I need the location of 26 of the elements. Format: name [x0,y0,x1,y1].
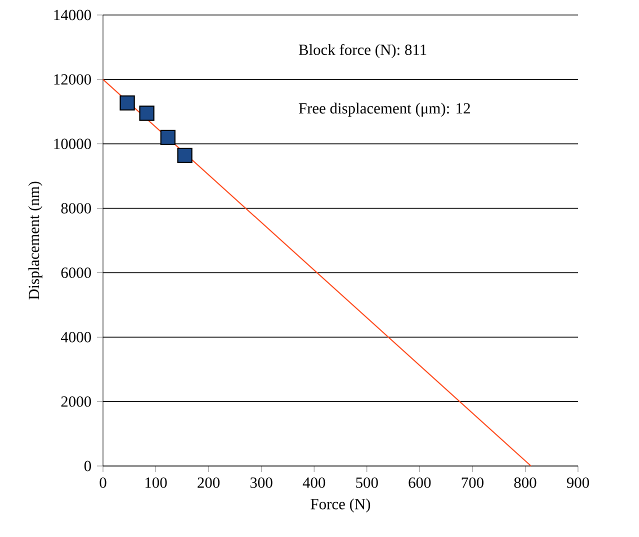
x-tick-label: 500 [356,477,378,488]
x-tick-label: 600 [408,477,431,488]
x-tick-label: 200 [198,477,220,488]
y-tick-label: 2000 [61,396,91,407]
y-tick-label: 6000 [61,268,91,278]
point [160,130,176,146]
y-tick-label: 10000 [54,138,91,150]
annotation: Free displacement (μm): 12 [298,102,470,117]
x-tick-label: 800 [514,477,536,488]
y-tick-label: 14000 [54,10,91,20]
annotation: Block force (N): 811 [298,44,426,58]
x-tick-label: 100 [146,477,167,488]
x-axis-title: Force (N) [310,498,370,512]
y-tick-label: 4000 [60,332,91,342]
x-tick-label: 300 [250,477,272,488]
point [120,95,135,111]
y-tick-label: 8000 [61,203,91,214]
y-tick-label: 12000 [54,74,91,85]
x-tick-label: 400 [302,477,326,488]
y-tick-label: 0 [84,460,91,472]
point [177,148,192,164]
x-tick-label: 0 [100,477,106,488]
point [139,106,154,121]
x-tick-label: 700 [462,477,484,488]
y-axis-title: Displacement (nm) [28,182,42,300]
x-tick-label: 900 [566,477,590,488]
